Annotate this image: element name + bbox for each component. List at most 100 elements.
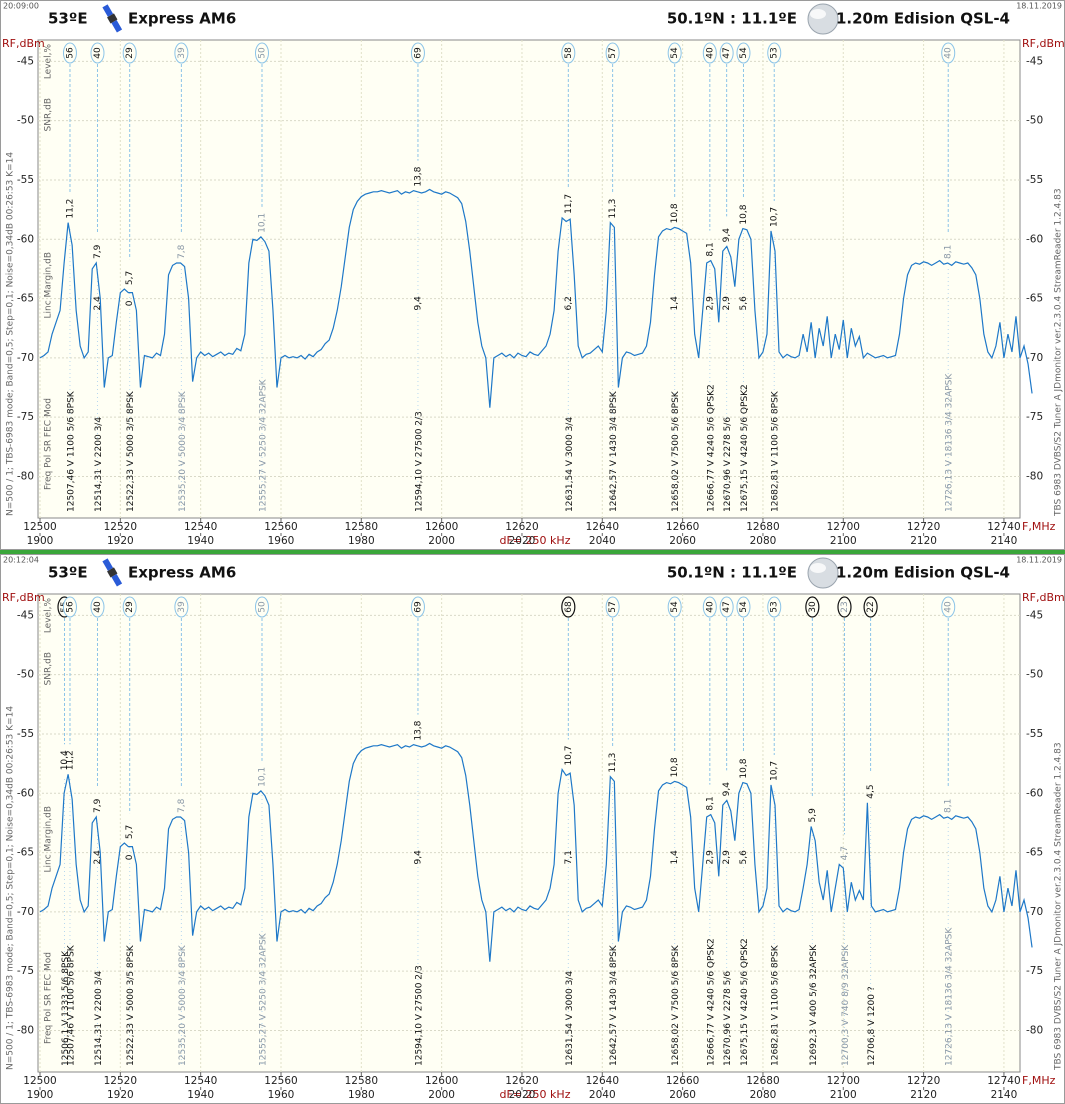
margin-label: 9,4 [413,296,423,311]
if-tick-label: 2080 [750,1089,777,1101]
snr-label: 7,8 [177,798,187,813]
if-tick-label: 2020 [509,535,536,547]
y-tick-label-right: -65 [1026,847,1043,859]
y-tick-label: -70 [17,352,34,364]
level-oval [702,42,717,64]
x-tick-label: 12720 [907,521,940,533]
y-tick-label-right: -75 [1026,965,1043,977]
if-tick-label: 2000 [428,535,455,547]
snr-label: 5,7 [125,271,135,285]
if-tick-label: 1940 [187,1089,214,1101]
snr-label: 9,4 [722,782,732,797]
transponder-params: 12706,8 V 1200 ? [867,986,877,1066]
if-tick-label: 2140 [991,535,1018,547]
info-right: TBS 6983 DVBS/S2 Tuner A JDmonitor ver.2… [1054,742,1064,1071]
transponder-params: 12522,33 V 5000 3/5 8PSK [126,944,136,1066]
y-tick-label: -45 [17,55,34,67]
margin-label: 2,9 [705,296,715,311]
if-tick-label: 2000 [428,1089,455,1101]
level-oval [122,42,137,64]
level-oval [719,42,734,64]
x-tick-label: 12620 [505,521,538,533]
y-axis-label-right: RF,dBm [1022,37,1065,50]
level-oval [561,596,576,618]
x-tick-label: 12640 [586,521,619,533]
satellite-icon [102,558,123,587]
x-tick-label: 12660 [666,521,699,533]
level-oval [719,596,734,618]
date: 18.11.2019 [1016,2,1062,11]
transponder-params: 12514,31 V 2200 3/4 [94,417,104,512]
plot-area [37,39,1021,519]
snr-label: 7,8 [177,244,187,259]
resolution-label: dF= 250 kHz [500,534,571,547]
level-oval [62,42,77,64]
if-tick-label: 2100 [830,535,857,547]
y-tick-label-right: -55 [1026,728,1043,740]
level-oval [736,596,751,618]
level-oval [561,42,576,64]
row-label: SNR,dB [44,98,54,131]
level-oval [702,596,717,618]
x-tick-label: 12700 [827,1075,860,1087]
transponder-params: 12700,3 V 740 8/9 32APSK [841,944,851,1066]
snr-label: 10,7 [770,207,780,227]
if-tick-label: 1920 [107,535,134,547]
satellite-icon [102,4,123,33]
spectrum-trace [39,742,1033,962]
level-label: 57 [608,601,618,612]
snr-label: 11,3 [608,753,618,773]
transponder-params: 12555,27 V 5250 3/4 32APSK [258,932,268,1066]
transponder-params: 12522,33 V 5000 3/5 8PSK [126,390,136,512]
date: 18.11.2019 [1016,556,1062,565]
y-tick-label-right: -55 [1026,174,1043,186]
x-tick-label: 12520 [104,521,137,533]
margin-label: 1,4 [670,296,680,311]
if-tick-label: 1900 [27,1089,54,1101]
time: 20:12:04 [3,556,39,565]
solar-panel [111,19,123,33]
level-label: 54 [739,47,749,59]
snr-label: 10,7 [770,761,780,781]
x-axis-label: F,MHz [1022,520,1056,533]
y-tick-label: -45 [17,609,34,621]
transponder-params: 12507,46 V 1100 5/6 8PSK [66,944,76,1066]
dish: 1.20m Edision QSL-4 [836,10,1010,28]
snr-label: 13,8 [413,720,423,740]
globe-icon [807,557,839,589]
x-tick-label: 12500 [23,521,56,533]
transponder-params: 12658,02 V 7500 5/6 8PSK [671,390,681,512]
if-tick-label: 1960 [268,535,295,547]
y-tick-label-right: -65 [1026,293,1043,305]
x-tick-label: 12660 [666,1075,699,1087]
y-tick-label: -60 [17,233,34,245]
transponder-params: 12658,02 V 7500 5/6 8PSK [671,944,681,1066]
if-tick-label: 2020 [509,1089,536,1101]
transponder-params: 12670,96 V 2278 5/6 [723,971,733,1066]
snr-label: 8,1 [705,242,715,256]
level-oval [254,596,269,618]
y-tick-label: -55 [17,174,34,186]
y-tick-label-right: -45 [1026,609,1043,621]
transponder-params: 12670,96 V 2278 5/6 [723,417,733,512]
if-tick-label: 2100 [830,1089,857,1101]
margin-label: 9,4 [413,850,423,865]
transponder-params: 12555,27 V 5250 3/4 32APSK [258,378,268,512]
x-tick-label: 12740 [987,521,1020,533]
globe-icon [807,3,839,35]
level-oval [736,42,751,64]
snr-label: 8,1 [944,799,954,813]
y-axis-label: RF,dBm [2,37,45,50]
transponder-params: 12507,46 V 1100 5/6 8PSK [66,390,76,512]
level-label: 47 [722,47,732,58]
margin-label: 2,9 [705,850,715,865]
level-oval [941,42,956,64]
margin-label: 2,4 [93,296,103,311]
x-tick-label: 12620 [505,1075,538,1087]
level-oval [122,596,137,618]
row-label: Level,% [44,598,54,634]
transponder-params: 12726,13 V 18136 3/4 32APSK [945,927,955,1066]
level-label: 47 [722,601,732,612]
snr-label: 4,5 [866,784,876,798]
